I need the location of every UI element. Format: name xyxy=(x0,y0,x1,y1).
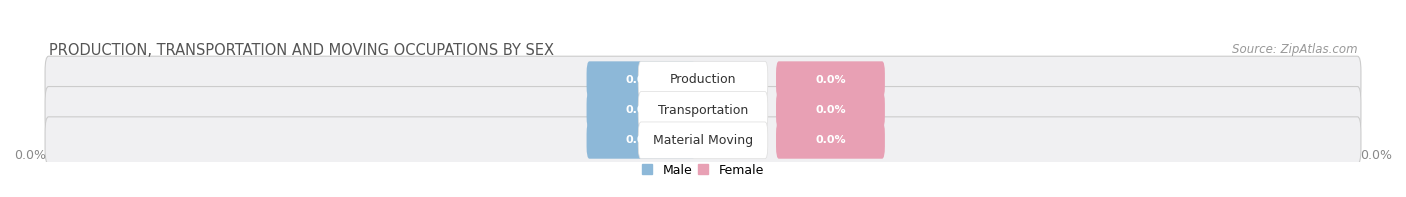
Text: PRODUCTION, TRANSPORTATION AND MOVING OCCUPATIONS BY SEX: PRODUCTION, TRANSPORTATION AND MOVING OC… xyxy=(48,43,554,58)
FancyBboxPatch shape xyxy=(45,86,1361,134)
FancyBboxPatch shape xyxy=(586,61,696,98)
Text: Production: Production xyxy=(669,73,737,86)
FancyBboxPatch shape xyxy=(586,92,696,128)
Text: 0.0%: 0.0% xyxy=(14,149,46,162)
Text: Transportation: Transportation xyxy=(658,103,748,116)
Text: 0.0%: 0.0% xyxy=(1360,149,1392,162)
Text: 0.0%: 0.0% xyxy=(815,135,846,145)
FancyBboxPatch shape xyxy=(776,122,884,159)
Legend: Male, Female: Male, Female xyxy=(643,164,763,177)
FancyBboxPatch shape xyxy=(638,92,768,128)
FancyBboxPatch shape xyxy=(776,61,884,98)
FancyBboxPatch shape xyxy=(638,61,768,98)
Text: 0.0%: 0.0% xyxy=(815,105,846,115)
Text: 0.0%: 0.0% xyxy=(626,75,657,85)
FancyBboxPatch shape xyxy=(45,117,1361,164)
Text: 0.0%: 0.0% xyxy=(815,75,846,85)
FancyBboxPatch shape xyxy=(776,92,884,128)
Text: 0.0%: 0.0% xyxy=(626,105,657,115)
Text: 0.0%: 0.0% xyxy=(626,135,657,145)
FancyBboxPatch shape xyxy=(638,122,768,159)
Text: Material Moving: Material Moving xyxy=(652,134,754,147)
FancyBboxPatch shape xyxy=(586,122,696,159)
FancyBboxPatch shape xyxy=(45,56,1361,103)
Text: Source: ZipAtlas.com: Source: ZipAtlas.com xyxy=(1232,43,1358,56)
